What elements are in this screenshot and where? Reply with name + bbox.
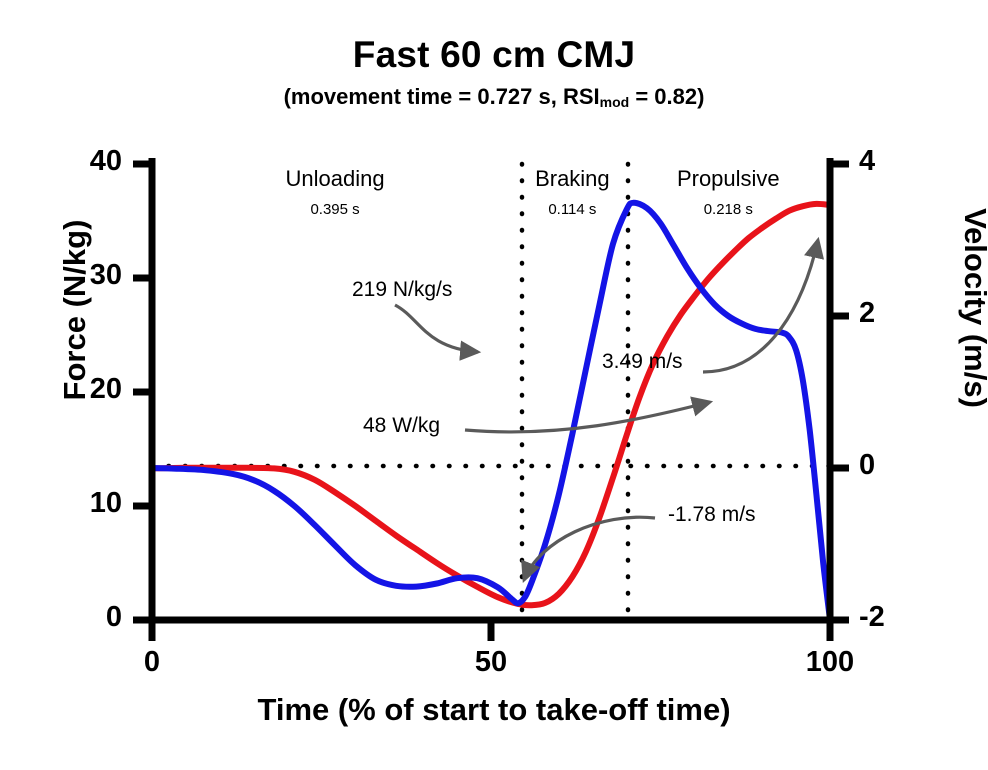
y-axis-right-tick-label: 2 (859, 297, 876, 329)
arrow-power (464, 396, 714, 434)
annotation-power: 48 W/kg (363, 414, 441, 437)
arrow-min-velocity (521, 515, 656, 583)
phase-label-name: Unloading (285, 166, 385, 191)
x-axis-label: Time (% of start to take-off time) (257, 692, 731, 727)
velocity-series-line (149, 199, 833, 623)
annotation-min-velocity: -1.78 m/s (668, 503, 756, 526)
chart-subtitle-suffix: = 0.82) (629, 84, 705, 109)
chart-subtitle: (movement time = 0.727 s, RSImod = 0.82) (0, 84, 988, 110)
annotation-arrows-group (394, 236, 825, 583)
y-axis-left-tick-label: 30 (89, 259, 122, 291)
arrow-force-rate (394, 303, 482, 361)
chart-subtitle-subscript: mod (599, 94, 630, 110)
y-axis-left-tick-label: 20 (89, 373, 122, 405)
phase-label-duration: 0.218 s (703, 201, 753, 218)
y-axis-right-tick-label: -2 (859, 601, 885, 633)
annotation-force-rate: 219 N/kg/s (352, 278, 453, 301)
force-series-line (149, 200, 833, 609)
x-axis-tick-label: 50 (474, 646, 508, 678)
phase-label-duration: 0.114 s (548, 201, 597, 218)
y-axis-right-tick-label: 4 (859, 145, 876, 177)
chart-subtitle-prefix: (movement time = 0.727 s, RSI (283, 84, 600, 109)
y-axis-left-tick-label: 10 (89, 487, 122, 519)
axes-group (133, 158, 849, 641)
phase-label-duration: 0.395 s (310, 201, 360, 218)
y-axis-left-tick-label: 40 (89, 145, 122, 177)
y-axis-right-tick-label: 0 (859, 449, 876, 481)
arrow-peak-velocity (702, 236, 825, 374)
phase-label-name: Propulsive (676, 166, 780, 191)
annotation-peak-velocity: 3.49 m/s (602, 350, 683, 373)
phase-label-name: Braking (535, 166, 610, 191)
x-axis-tick-label: 100 (805, 646, 855, 678)
axis-ticks (133, 160, 849, 641)
chart-title: Fast 60 cm CMJ (352, 34, 636, 75)
y-axis-left-tick-label: 0 (105, 601, 122, 633)
x-axis-tick-label: 0 (143, 646, 161, 678)
